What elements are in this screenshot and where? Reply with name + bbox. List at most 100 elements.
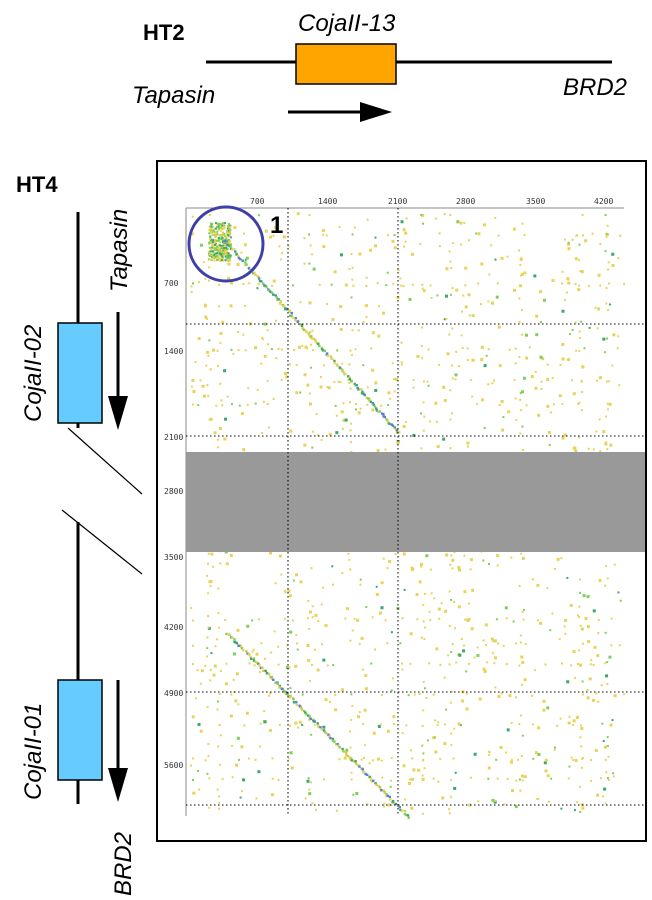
column-dot (350, 422, 353, 425)
dense-block-dot (227, 259, 230, 262)
background-dot (437, 607, 441, 611)
row-dot (498, 403, 501, 406)
diagonal-dot (361, 768, 365, 771)
column-dot (604, 351, 607, 354)
background-dot (574, 257, 578, 261)
column-dot (348, 730, 351, 733)
row-dot (416, 618, 419, 621)
column-dot (450, 732, 453, 735)
row-dot (271, 757, 274, 760)
background-dot (428, 610, 431, 613)
background-dot (230, 744, 233, 747)
column-dot (217, 801, 220, 804)
background-dot (335, 809, 338, 812)
background-dot (460, 334, 463, 337)
dense-block-dot (227, 238, 230, 241)
row-dot (618, 644, 621, 647)
dense-block-dot (216, 225, 219, 228)
background-dot (329, 700, 332, 703)
background-dot (269, 551, 273, 555)
background-dot (358, 711, 361, 714)
dense-block-dot (221, 241, 224, 244)
background-dot (280, 252, 283, 255)
diagonal-dot (342, 750, 346, 753)
background-dot (549, 411, 552, 414)
column-dot (309, 343, 312, 346)
row-dot (561, 403, 564, 406)
background-dot (462, 649, 466, 653)
row-dot (561, 662, 564, 665)
diagonal-dot (368, 775, 372, 779)
background-dot (237, 703, 240, 706)
row-dot (572, 758, 575, 761)
background-dot (467, 239, 470, 242)
background-dot (445, 317, 448, 320)
ht4-arrow-lower-head (108, 768, 128, 802)
row-dot (280, 348, 283, 351)
diagonal-dot (398, 805, 401, 809)
background-dot (488, 751, 491, 754)
background-dot (218, 427, 222, 431)
background-dot (480, 357, 484, 361)
dense-block-dot (215, 222, 218, 225)
diagonal-dot (316, 722, 319, 725)
background-dot (542, 298, 546, 302)
dense-block-dot (218, 222, 221, 225)
background-dot (576, 715, 579, 718)
background-dot (306, 383, 310, 387)
dense-block-dot (221, 231, 224, 234)
background-dot (606, 448, 609, 451)
background-dot (599, 242, 602, 245)
diagonal-dot (227, 633, 231, 637)
background-dot (364, 674, 368, 678)
column-dot (578, 616, 581, 619)
background-dot (547, 800, 550, 803)
row-dot (311, 349, 314, 352)
background-dot (499, 745, 503, 749)
column-dot (207, 592, 210, 595)
background-dot (471, 358, 475, 362)
background-dot (365, 276, 368, 279)
background-dot (320, 603, 323, 606)
dense-block-dot (221, 246, 224, 249)
column-dot (423, 626, 426, 629)
dense-block-dot (229, 230, 232, 233)
background-dot (482, 639, 485, 642)
background-dot (593, 645, 597, 649)
background-dot (480, 398, 484, 402)
background-dot (402, 424, 406, 428)
background-dot (514, 397, 517, 400)
background-dot (467, 293, 471, 297)
background-dot (245, 256, 249, 260)
dense-block-dot (229, 243, 232, 246)
background-dot (387, 803, 391, 807)
background-dot (576, 614, 579, 617)
column-dot (449, 563, 452, 566)
background-dot (354, 408, 357, 411)
background-dot (234, 699, 238, 703)
row-dot (487, 348, 490, 351)
row-dot (438, 232, 441, 235)
y-tick-label: 5600 (164, 761, 184, 770)
dense-block-dot (221, 255, 224, 258)
background-dot (603, 787, 607, 791)
row-dot (192, 282, 194, 285)
background-dot (494, 258, 497, 261)
column-dot (519, 263, 522, 266)
dense-block-dot (226, 247, 229, 250)
background-dot (270, 793, 274, 797)
column-dot (308, 628, 311, 631)
background-dot (612, 333, 616, 337)
background-dot (553, 568, 556, 571)
column-dot (206, 317, 209, 320)
column-dot (310, 366, 313, 369)
column-dot (579, 736, 582, 739)
diagonal-dot (354, 762, 358, 765)
background-dot (597, 273, 601, 277)
dense-block-dot (227, 230, 230, 233)
background-dot (304, 345, 308, 349)
background-dot (295, 633, 298, 636)
background-dot (511, 789, 515, 793)
dense-block-dot (220, 238, 223, 241)
background-dot (434, 401, 438, 405)
